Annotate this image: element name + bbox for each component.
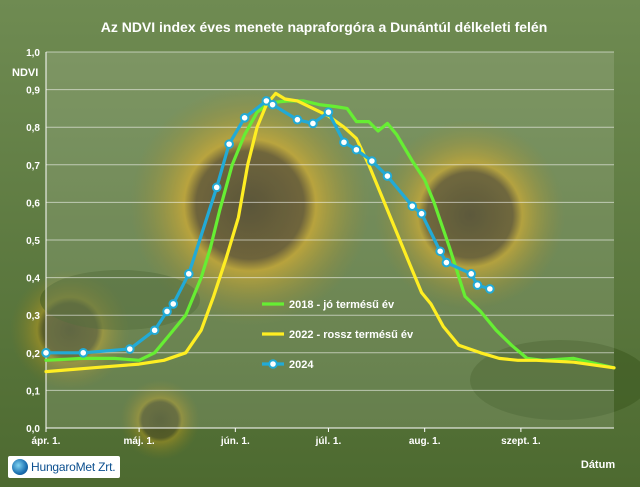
data-point-2024 [407, 201, 418, 211]
data-point-2024 [435, 246, 445, 257]
data-point-2024 [323, 107, 334, 117]
y-tick-label: 0,3 [26, 311, 40, 322]
hungaromet-logo: HungaroMet Zrt. [8, 456, 120, 478]
data-point-2024 [168, 299, 179, 309]
plot-area: 0,0 0,1 0,2 0,3 0,4 0,5 0,6 0,7 0,8 0,9 1,0 ápr. 1.… [26, 48, 616, 447]
data-point-2024 [162, 306, 172, 317]
hungaromet-logo-icon [12, 459, 28, 475]
data-point-2024 [472, 280, 483, 290]
data-point-2024 [466, 269, 477, 279]
y-tick-label: 0,0 [26, 424, 40, 435]
data-point-2024 [211, 182, 222, 193]
data-point-2024 [224, 139, 234, 149]
data-point-2024 [485, 284, 495, 294]
data-point-2024 [441, 257, 452, 268]
x-tick-label: aug. 1. [409, 436, 441, 447]
y-tick-label: 0,8 [26, 123, 40, 134]
data-point-2024 [308, 118, 318, 129]
data-point-2024 [149, 325, 160, 336]
data-point-2024 [41, 348, 51, 358]
y-tick-label: 0,9 [26, 86, 40, 97]
x-tick-label: máj. 1. [124, 436, 155, 447]
legend-label-1: 2018 - jó termésű év [289, 299, 395, 311]
series-line-1 [44, 99, 616, 370]
data-point-2024 [267, 99, 278, 110]
legend-label-3: 2024 [289, 359, 314, 371]
x-axis-label: Dátum [581, 459, 615, 471]
data-point-2024 [339, 137, 349, 148]
y-tick-label: 0,4 [26, 274, 40, 285]
data-point-2024 [416, 208, 427, 219]
y-tick-label: 0,7 [26, 161, 40, 172]
data-point-2024 [78, 348, 89, 358]
data-point-2024 [367, 156, 377, 166]
data-point-2024 [292, 114, 303, 125]
y-tick-label: 1,0 [26, 48, 40, 59]
chart-title: Az NDVI index éves menete napraforgóra a… [101, 19, 548, 35]
legend-label-2: 2022 - rossz termésű év [289, 329, 414, 341]
y-axis-label: NDVI [12, 67, 38, 79]
x-tick-label: júl. 1. [315, 436, 342, 447]
logo-text: HungaroMet Zrt. [31, 460, 116, 474]
x-tick-label: ápr. 1. [32, 436, 61, 447]
data-point-2024 [351, 144, 362, 155]
data-point-2024 [125, 344, 135, 354]
y-tick-label: 0,6 [26, 198, 40, 209]
y-tick-label: 0,2 [26, 349, 40, 360]
y-tick-label: 0,5 [26, 236, 40, 247]
data-point-2024 [183, 269, 194, 279]
legend-marker [268, 359, 278, 369]
data-point-2024 [382, 171, 393, 181]
data-point-2024 [239, 113, 250, 123]
y-tick-label: 0,1 [26, 386, 40, 397]
x-tick-label: jún. 1. [220, 436, 250, 447]
x-tick-label: szept. 1. [501, 436, 541, 447]
